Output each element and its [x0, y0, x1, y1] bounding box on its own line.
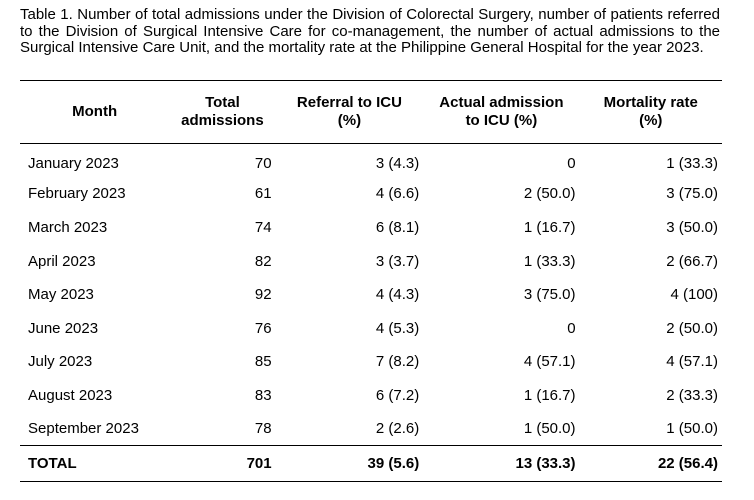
- cell-mortality: 1 (33.3): [666, 155, 718, 173]
- cell-month: April 2023: [28, 252, 96, 270]
- cell-month: September 2023: [28, 420, 139, 438]
- header-total-admissions: Total admissions: [169, 81, 275, 144]
- cell-actual-admission: 1 (50.0): [523, 420, 576, 438]
- table-row: September 2023 78 2 (2.6) 1 (50.0) 1 (50.0): [20, 412, 722, 446]
- cell-actual-admission: 0: [567, 155, 576, 173]
- cell-mortality: 2 (66.7): [666, 252, 718, 270]
- total-referral: 39 (5.6): [367, 455, 420, 473]
- cell-mortality: 2 (33.3): [666, 386, 718, 404]
- header-mortality-line2: (%): [639, 112, 663, 129]
- cell-mortality: 4 (57.1): [666, 353, 718, 371]
- total-actual: 13 (33.3): [515, 455, 576, 473]
- cell-actual-admission: 1 (33.3): [523, 252, 576, 270]
- cell-actual-admission: 3 (75.0): [523, 286, 576, 304]
- header-mortality-line1: Mortality rate: [603, 94, 698, 111]
- table-row: August 2023 83 6 (7.2) 1 (16.7) 2 (33.3): [20, 379, 722, 413]
- table-row: January 2023 70 3 (4.3) 0 1 (33.3): [20, 144, 722, 178]
- header-month-label: Month: [72, 103, 118, 120]
- cell-total-admissions: 92: [254, 286, 272, 304]
- cell-actual-admission: 2 (50.0): [523, 185, 576, 203]
- cell-mortality: 3 (75.0): [666, 185, 718, 203]
- cell-actual-admission: 4 (57.1): [523, 353, 576, 371]
- table-caption: Table 1. Number of total admissions unde…: [20, 6, 720, 56]
- total-month: TOTAL: [28, 455, 77, 473]
- cell-month: July 2023: [28, 353, 93, 371]
- cell-mortality: 2 (50.0): [666, 319, 718, 337]
- header-mortality: Mortality rate (%): [580, 81, 722, 144]
- header-month: Month: [20, 81, 169, 144]
- cell-total-admissions: 61: [254, 185, 272, 203]
- cell-total-admissions: 82: [254, 252, 272, 270]
- cell-total-admissions: 76: [254, 319, 272, 337]
- table-header: Month Total admissions Referral to ICU (%)…: [20, 80, 722, 144]
- table-row: July 2023 85 7 (8.2) 4 (57.1) 4 (57.1): [20, 345, 722, 379]
- table-row: April 2023 82 3 (3.7) 1 (33.3) 2 (66.7): [20, 244, 722, 278]
- cell-month: March 2023: [28, 218, 108, 236]
- cell-referral: 7 (8.2): [375, 353, 420, 371]
- header-row: Month Total admissions Referral to ICU (%)…: [20, 81, 722, 144]
- cell-month: February 2023: [28, 185, 126, 203]
- header-total-line2: admissions: [181, 112, 264, 129]
- cell-total-admissions: 85: [254, 353, 272, 371]
- cell-month: June 2023: [28, 319, 99, 337]
- table-footer: TOTAL 701 39 (5.6) 13 (33.3) 22 (56.4): [20, 445, 722, 482]
- cell-total-admissions: 74: [254, 218, 272, 236]
- header-total-line1: Total: [205, 94, 240, 111]
- admissions-table: Month Total admissions Referral to ICU (%)…: [20, 80, 722, 482]
- cell-referral: 3 (3.7): [375, 252, 420, 270]
- cell-month: May 2023: [28, 286, 94, 304]
- table-body: January 2023 70 3 (4.3) 0 1 (33.3) February 2…: [20, 144, 722, 446]
- header-actual-admission: Actual admission to ICU (%): [423, 81, 579, 144]
- cell-month: August 2023: [28, 386, 113, 404]
- cell-referral: 3 (4.3): [375, 155, 420, 173]
- header-actual-line2: to ICU (%): [465, 112, 538, 129]
- cell-month: January 2023: [28, 155, 119, 173]
- cell-referral: 2 (2.6): [375, 420, 420, 438]
- cell-mortality: 1 (50.0): [666, 420, 718, 438]
- cell-actual-admission: 0: [567, 319, 576, 337]
- cell-mortality: 4 (100): [670, 286, 718, 304]
- cell-referral: 6 (7.2): [375, 386, 420, 404]
- cell-total-admissions: 78: [254, 420, 272, 438]
- cell-actual-admission: 1 (16.7): [523, 218, 576, 236]
- table-row: March 2023 74 6 (8.1) 1 (16.7) 3 (50.0): [20, 211, 722, 245]
- header-actual-line1: Actual admission: [439, 94, 564, 111]
- cell-total-admissions: 70: [254, 155, 272, 173]
- header-referral: Referral to ICU (%): [276, 81, 424, 144]
- cell-referral: 4 (5.3): [375, 319, 420, 337]
- cell-referral: 6 (8.1): [375, 218, 420, 236]
- table-row: June 2023 76 4 (5.3) 0 2 (50.0): [20, 311, 722, 345]
- total-mortality: 22 (56.4): [657, 455, 718, 473]
- header-referral-line1: Referral to ICU: [296, 94, 402, 111]
- cell-mortality: 3 (50.0): [666, 218, 718, 236]
- cell-actual-admission: 1 (16.7): [523, 386, 576, 404]
- cell-referral: 4 (4.3): [375, 286, 420, 304]
- cell-referral: 4 (6.6): [375, 185, 420, 203]
- table-row: February 2023 61 4 (6.6) 2 (50.0) 3 (75.0): [20, 177, 722, 211]
- total-row: TOTAL 701 39 (5.6) 13 (33.3) 22 (56.4): [20, 446, 722, 482]
- total-admissions: 701: [246, 455, 272, 473]
- header-referral-line2: (%): [337, 112, 362, 129]
- cell-total-admissions: 83: [254, 386, 272, 404]
- table-row: May 2023 92 4 (4.3) 3 (75.0) 4 (100): [20, 278, 722, 312]
